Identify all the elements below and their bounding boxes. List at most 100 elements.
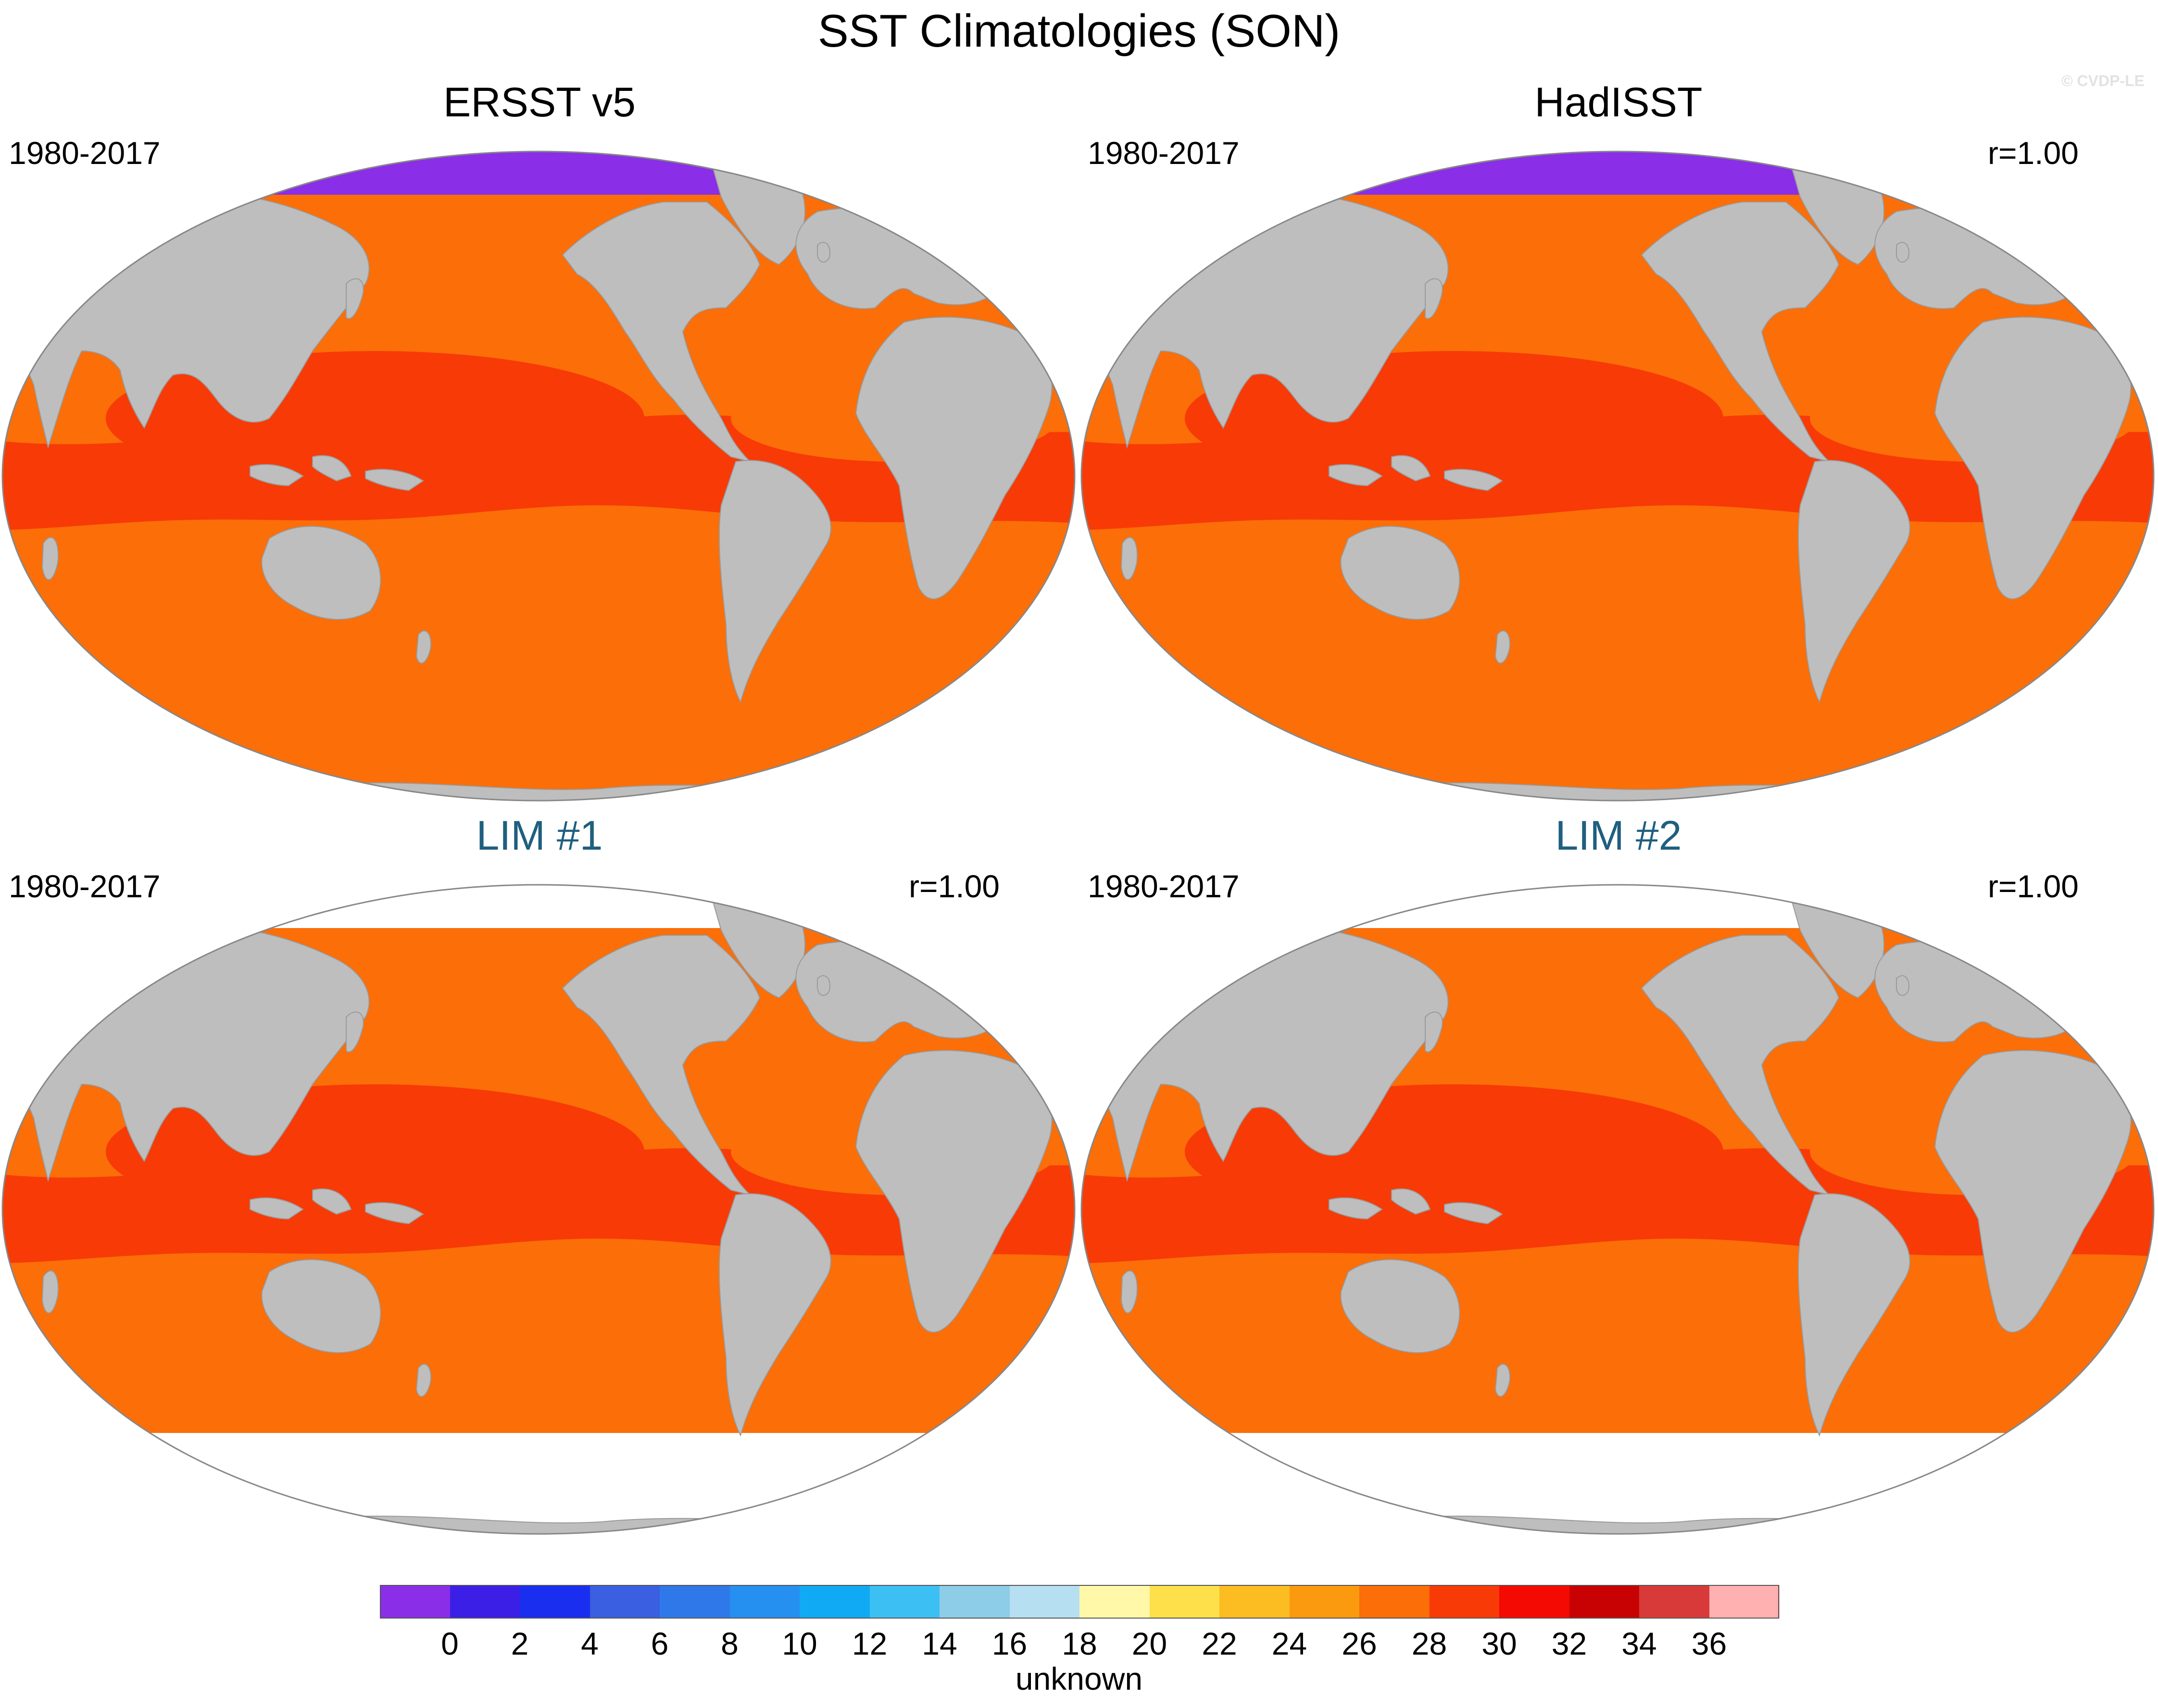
period-label: 1980-2017	[1088, 868, 1240, 904]
colorbar-swatch	[1149, 1585, 1220, 1619]
colorbar-tick-label: 0	[441, 1626, 459, 1661]
map-panel-lim2: LIM #2 1980-2017 r=1.00	[1079, 815, 2158, 1551]
colorbar-tick-label: 30	[1481, 1626, 1517, 1661]
colorbar-tick-label: 26	[1342, 1626, 1377, 1661]
land	[1329, 1197, 1383, 1220]
colorbar-swatch	[450, 1585, 520, 1619]
colorbar-tick-label: 20	[1131, 1626, 1167, 1661]
land	[1494, 630, 1510, 664]
colorbar-label: unknown	[1015, 1661, 1143, 1696]
land	[1425, 1011, 1443, 1053]
map-outline	[1, 151, 1076, 802]
land	[1896, 242, 1909, 263]
colorbar-swatch	[1429, 1585, 1500, 1619]
colorbar-tick-label: 32	[1551, 1626, 1587, 1661]
land	[562, 201, 761, 463]
colorbar-tick-label: 4	[581, 1626, 599, 1661]
land	[1329, 464, 1383, 487]
colorbar-tick-label: 10	[782, 1626, 817, 1661]
land	[817, 975, 830, 996]
colorbar-swatch	[1359, 1585, 1430, 1619]
land	[1797, 460, 1910, 703]
panel-title: HadISST	[1534, 79, 1703, 126]
colorbar-tick-label: 28	[1411, 1626, 1447, 1661]
sst-map	[1080, 884, 2155, 1535]
land	[718, 460, 831, 703]
land	[718, 1193, 831, 1437]
correlation-label: r=1.00	[909, 868, 1000, 904]
colorbar-swatch	[1639, 1585, 1710, 1619]
land	[250, 464, 304, 487]
land	[261, 526, 381, 620]
colorbar-swatch	[869, 1585, 940, 1619]
land	[250, 1197, 304, 1220]
land	[346, 1011, 364, 1053]
land	[1120, 1270, 1138, 1314]
land	[1444, 469, 1503, 491]
colorbar-tick-label: 22	[1202, 1626, 1237, 1661]
colorbar-swatch	[380, 1585, 451, 1619]
colorbar-swatch	[660, 1585, 730, 1619]
land	[41, 1270, 59, 1314]
watermark: © CVDP-LE	[2061, 72, 2145, 89]
correlation-label: r=1.00	[1988, 868, 2079, 904]
colorbar-swatch	[1009, 1585, 1080, 1619]
colorbar-tick-label: 18	[1062, 1626, 1097, 1661]
map-panel-ersst: ERSST v5 1980-2017	[0, 82, 1079, 817]
land	[1340, 1259, 1460, 1354]
colorbar-tick-label: 34	[1621, 1626, 1657, 1661]
land	[1391, 455, 1431, 482]
period-label: 1980-2017	[9, 135, 161, 171]
correlation-label: r=1.00	[1988, 135, 2079, 171]
map-panel-hadisst: HadISST 1980-2017 r=1.00	[1079, 82, 2158, 817]
land	[1425, 278, 1443, 319]
period-label: 1980-2017	[1088, 135, 1240, 171]
colorbar-swatch	[729, 1585, 800, 1619]
colorbar-tick-label: 14	[922, 1626, 957, 1661]
sea-ice	[1081, 151, 2154, 195]
colorbar-tick-label: 2	[511, 1626, 529, 1661]
land	[346, 278, 364, 319]
map-outline	[1080, 151, 2155, 802]
colorbar-swatch	[940, 1585, 1010, 1619]
colorbar-swatch	[1499, 1585, 1570, 1619]
colorbar-swatch	[520, 1585, 590, 1619]
map-panel-lim1: LIM #1 1980-2017 r=1.00	[0, 815, 1079, 1551]
colorbar-swatch	[1219, 1585, 1290, 1619]
colorbar-tick-label: 8	[721, 1626, 739, 1661]
land	[1444, 1202, 1503, 1225]
period-label: 1980-2017	[9, 868, 161, 904]
colorbar-tick-label: 24	[1271, 1626, 1307, 1661]
colorbar-tick-label: 16	[991, 1626, 1028, 1661]
land	[1494, 1364, 1510, 1397]
sst-map	[1, 151, 1076, 802]
colorbar-swatch	[1289, 1585, 1360, 1619]
land	[365, 1202, 424, 1225]
colorbar-swatch	[1079, 1585, 1150, 1619]
missing-data	[2, 885, 1075, 928]
colorbar-tick-label: 12	[852, 1626, 888, 1661]
land	[1896, 975, 1909, 996]
colorbar-swatch	[1569, 1585, 1640, 1619]
colorbar	[380, 1585, 1780, 1619]
sst-map	[1, 884, 1076, 1535]
panel-title: LIM #2	[1555, 813, 1682, 859]
land	[415, 1364, 431, 1397]
land	[1641, 935, 1840, 1196]
colorbar-swatch	[590, 1585, 660, 1619]
land	[562, 935, 761, 1196]
missing-data	[1081, 885, 2154, 928]
land	[1340, 526, 1460, 620]
land	[1391, 1188, 1431, 1215]
sst-map	[1080, 151, 2155, 802]
land	[1641, 201, 1840, 463]
panel-title: LIM #1	[476, 813, 603, 859]
land	[312, 455, 352, 482]
land	[1797, 1193, 1910, 1437]
land	[1120, 537, 1138, 580]
land	[415, 630, 431, 664]
colorbar-swatch	[800, 1585, 870, 1619]
figure-title: SST Climatologies (SON)	[817, 5, 1341, 57]
land	[365, 469, 424, 491]
panel-title: ERSST v5	[443, 79, 636, 126]
